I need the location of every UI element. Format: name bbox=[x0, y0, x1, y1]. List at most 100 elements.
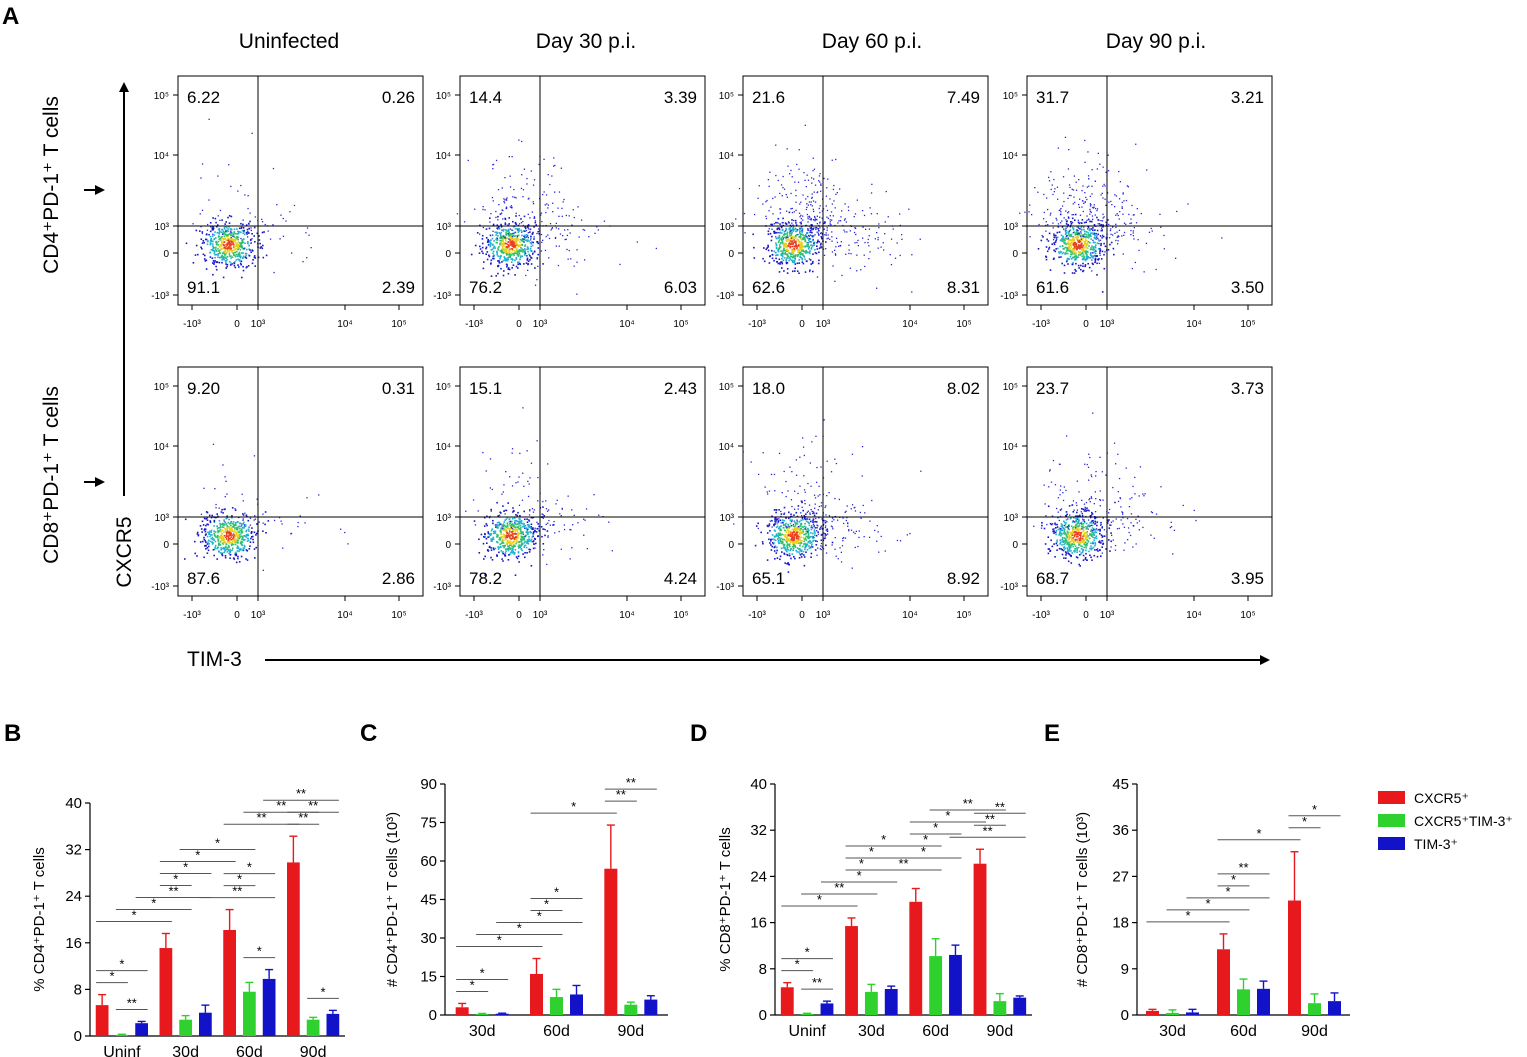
density-dot bbox=[791, 250, 794, 253]
density-dot bbox=[245, 536, 247, 538]
density-dot bbox=[784, 249, 787, 252]
density-dot bbox=[568, 215, 570, 217]
density-dot bbox=[226, 524, 228, 527]
density-dot bbox=[797, 534, 799, 537]
density-dot bbox=[546, 510, 549, 512]
density-dot bbox=[818, 229, 820, 232]
density-dot bbox=[222, 524, 224, 526]
density-dot bbox=[490, 259, 493, 262]
density-dot bbox=[229, 548, 231, 551]
density-dot bbox=[791, 241, 794, 243]
density-dot bbox=[1065, 227, 1067, 229]
density-dot bbox=[235, 538, 237, 540]
density-dot bbox=[791, 231, 793, 234]
density-dot bbox=[1096, 229, 1099, 232]
density-dot bbox=[790, 513, 792, 516]
density-dot bbox=[244, 525, 247, 527]
density-dot bbox=[1084, 252, 1087, 254]
density-dot bbox=[527, 260, 530, 263]
density-dot bbox=[801, 245, 804, 248]
density-dot bbox=[779, 539, 782, 541]
density-dot bbox=[542, 554, 544, 556]
density-dot bbox=[785, 541, 788, 544]
density-dot bbox=[797, 528, 799, 531]
density-dot bbox=[848, 252, 850, 255]
density-dot bbox=[234, 539, 236, 542]
density-dot bbox=[515, 514, 517, 516]
x-tick-label: 10⁴ bbox=[337, 319, 352, 330]
density-dot bbox=[831, 541, 834, 544]
density-dot bbox=[777, 521, 780, 523]
density-dot bbox=[1070, 242, 1073, 244]
density-dot bbox=[529, 509, 531, 511]
density-dot bbox=[1071, 188, 1073, 190]
density-dot bbox=[212, 233, 214, 235]
density-dot bbox=[492, 168, 494, 170]
density-dot bbox=[1079, 251, 1082, 253]
density-dot bbox=[541, 535, 543, 538]
density-dot bbox=[1090, 235, 1092, 237]
density-dot bbox=[752, 233, 754, 236]
density-dot bbox=[196, 531, 199, 534]
density-dot bbox=[201, 232, 203, 235]
density-dot bbox=[509, 175, 511, 177]
density-dot bbox=[231, 240, 233, 242]
density-dot bbox=[825, 241, 827, 243]
density-dot bbox=[545, 211, 547, 214]
density-dot bbox=[241, 276, 243, 279]
density-dot bbox=[830, 525, 833, 527]
density-dot bbox=[215, 503, 217, 506]
density-dot bbox=[523, 526, 526, 528]
density-dot bbox=[1068, 231, 1070, 233]
density-dot bbox=[1075, 181, 1077, 183]
flow-plot-frame bbox=[459, 75, 706, 306]
density-dot bbox=[1084, 139, 1086, 142]
density-dot bbox=[505, 530, 508, 532]
density-dot bbox=[775, 221, 777, 224]
density-dot bbox=[791, 533, 794, 535]
density-dot bbox=[1078, 179, 1080, 181]
density-dot bbox=[512, 243, 514, 245]
density-dot bbox=[529, 530, 532, 533]
density-dot bbox=[555, 222, 557, 224]
density-dot bbox=[549, 524, 551, 526]
density-dot bbox=[523, 250, 526, 252]
density-dot bbox=[812, 253, 814, 255]
density-dot bbox=[222, 239, 225, 241]
density-dot bbox=[506, 531, 508, 534]
density-dot bbox=[511, 243, 513, 245]
density-dot bbox=[808, 545, 810, 547]
density-dot bbox=[264, 223, 266, 226]
density-dot bbox=[482, 252, 484, 255]
density-dot bbox=[218, 232, 220, 234]
density-dot bbox=[840, 216, 842, 218]
density-dot bbox=[786, 231, 789, 234]
density-dot bbox=[1075, 236, 1078, 238]
density-dot bbox=[205, 268, 208, 270]
density-dot bbox=[808, 201, 811, 203]
density-dot bbox=[802, 536, 805, 539]
density-dot bbox=[548, 509, 550, 511]
density-dot bbox=[789, 243, 792, 246]
density-dot bbox=[545, 523, 547, 525]
density-dot bbox=[226, 248, 228, 250]
density-dot bbox=[206, 523, 208, 526]
density-dot bbox=[231, 263, 233, 265]
density-dot bbox=[843, 219, 846, 221]
density-dot bbox=[509, 237, 512, 239]
density-dot bbox=[771, 228, 773, 230]
density-dot bbox=[502, 239, 504, 241]
density-dot bbox=[1075, 243, 1078, 245]
density-dot bbox=[503, 546, 505, 549]
density-dot bbox=[224, 536, 227, 539]
density-dot bbox=[803, 255, 805, 257]
density-dot bbox=[796, 536, 798, 539]
density-dot bbox=[807, 242, 809, 244]
density-dot bbox=[496, 533, 498, 536]
density-dot bbox=[1175, 257, 1177, 259]
density-dot bbox=[1102, 234, 1104, 236]
density-dot bbox=[209, 540, 212, 543]
density-dot bbox=[1133, 238, 1135, 240]
density-dot bbox=[798, 249, 800, 251]
